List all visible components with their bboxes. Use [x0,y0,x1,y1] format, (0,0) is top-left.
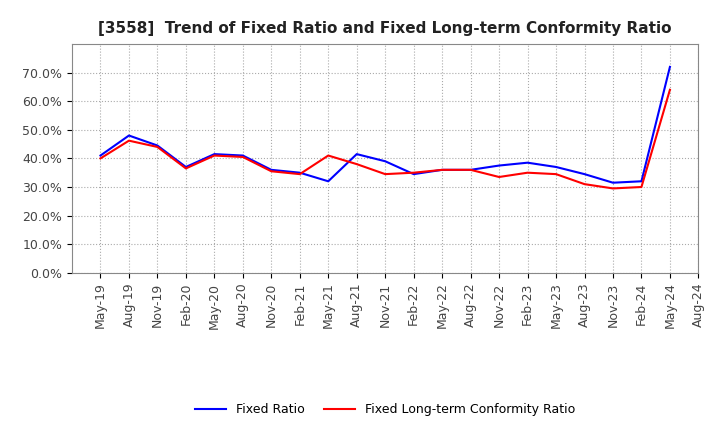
Fixed Ratio [210,151,219,157]
Fixed Ratio [125,133,133,138]
Fixed Long-term Conformity Ratio [181,166,190,171]
Title: [3558]  Trend of Fixed Ratio and Fixed Long-term Conformity Ratio: [3558] Trend of Fixed Ratio and Fixed Lo… [99,21,672,36]
Fixed Long-term Conformity Ratio [495,174,503,180]
Fixed Ratio [438,167,446,172]
Fixed Long-term Conformity Ratio [580,181,589,187]
Fixed Ratio [267,167,276,172]
Fixed Ratio [495,163,503,168]
Fixed Long-term Conformity Ratio [523,170,532,175]
Line: Fixed Long-term Conformity Ratio: Fixed Long-term Conformity Ratio [101,90,670,188]
Fixed Long-term Conformity Ratio [467,167,475,172]
Line: Fixed Ratio: Fixed Ratio [101,67,670,183]
Fixed Long-term Conformity Ratio [665,87,674,92]
Legend: Fixed Ratio, Fixed Long-term Conformity Ratio: Fixed Ratio, Fixed Long-term Conformity … [190,398,580,421]
Fixed Ratio [324,179,333,184]
Fixed Long-term Conformity Ratio [381,172,390,177]
Fixed Ratio [467,167,475,172]
Fixed Long-term Conformity Ratio [324,153,333,158]
Fixed Ratio [637,179,646,184]
Fixed Ratio [238,153,247,158]
Fixed Long-term Conformity Ratio [637,184,646,190]
Fixed Ratio [96,153,105,158]
Fixed Ratio [381,159,390,164]
Fixed Ratio [153,143,162,148]
Fixed Ratio [608,180,617,185]
Fixed Ratio [410,172,418,177]
Fixed Ratio [665,64,674,70]
Fixed Long-term Conformity Ratio [267,169,276,174]
Fixed Ratio [352,151,361,157]
Fixed Long-term Conformity Ratio [410,170,418,175]
Fixed Long-term Conformity Ratio [96,156,105,161]
Fixed Long-term Conformity Ratio [153,144,162,150]
Fixed Long-term Conformity Ratio [438,167,446,172]
Fixed Ratio [181,164,190,169]
Fixed Long-term Conformity Ratio [125,138,133,143]
Fixed Long-term Conformity Ratio [295,172,304,177]
Fixed Long-term Conformity Ratio [210,153,219,158]
Fixed Long-term Conformity Ratio [608,186,617,191]
Fixed Ratio [552,164,560,169]
Fixed Ratio [580,172,589,177]
Fixed Long-term Conformity Ratio [352,161,361,167]
Fixed Ratio [523,160,532,165]
Fixed Long-term Conformity Ratio [552,172,560,177]
Fixed Long-term Conformity Ratio [238,154,247,160]
Fixed Ratio [295,170,304,175]
